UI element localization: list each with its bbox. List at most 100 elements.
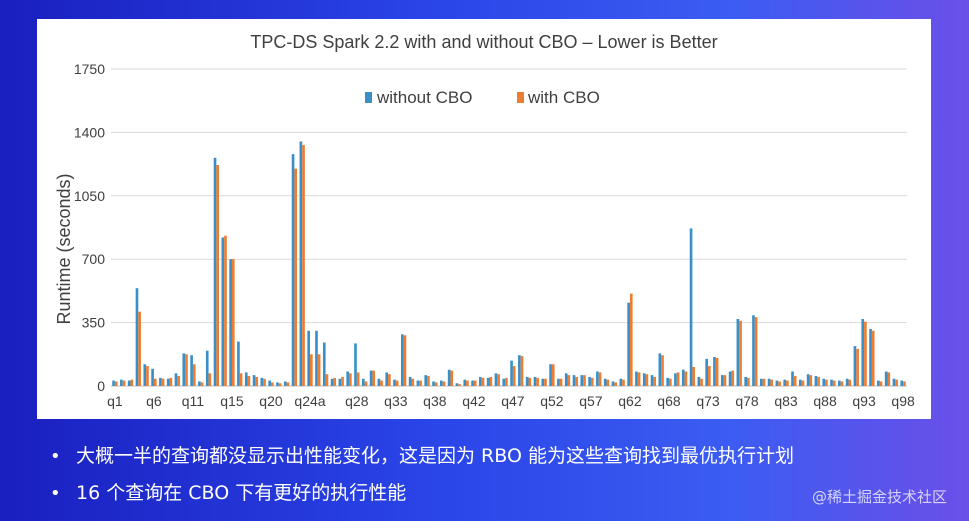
bar-without-cbo — [494, 373, 498, 386]
bar-without-cbo — [564, 373, 568, 386]
bar-with-cbo — [762, 378, 766, 386]
bar-without-cbo — [299, 141, 303, 386]
bar-without-cbo — [674, 373, 677, 386]
bar-with-cbo — [231, 259, 235, 386]
x-tick-label: q47 — [501, 393, 525, 409]
bar-without-cbo — [416, 380, 420, 386]
bar-without-cbo — [268, 380, 271, 386]
bar-without-cbo — [244, 372, 248, 386]
bar-without-cbo — [338, 378, 342, 386]
bar-with-cbo — [856, 348, 859, 386]
bar-with-cbo — [903, 381, 906, 386]
bar-without-cbo — [549, 364, 552, 386]
bar-with-cbo — [848, 379, 852, 386]
x-tick-label: q33 — [384, 393, 408, 409]
bar-with-cbo — [489, 376, 493, 386]
legend-label-with-cbo: with CBO — [527, 88, 600, 107]
bar-without-cbo — [463, 379, 467, 386]
bar-without-cbo — [533, 376, 537, 386]
watermark-text: @稀土掘金技术社区 — [811, 488, 947, 506]
bar-without-cbo — [861, 318, 865, 386]
bar-with-cbo — [325, 374, 329, 386]
bar-with-cbo — [583, 375, 586, 386]
bar-with-cbo — [676, 372, 680, 386]
bar-with-cbo — [536, 377, 539, 386]
bar-with-cbo — [754, 317, 758, 386]
bar-with-cbo — [341, 376, 344, 386]
bar-without-cbo — [143, 364, 147, 386]
bar-without-cbo — [596, 371, 599, 386]
bar-without-cbo — [198, 381, 201, 386]
bar-without-cbo — [408, 376, 412, 386]
bar-without-cbo — [479, 376, 482, 386]
bar-with-cbo — [512, 366, 516, 386]
bar-with-cbo — [403, 335, 407, 386]
bar-without-cbo — [315, 330, 318, 386]
bar-without-cbo — [619, 378, 623, 386]
bar-with-cbo — [458, 384, 461, 386]
bar-with-cbo — [185, 354, 188, 386]
y-tick-label: 1750 — [74, 61, 105, 77]
legend-label-without-cbo: without CBO — [376, 88, 472, 107]
bar-without-cbo — [377, 378, 381, 386]
bar-without-cbo — [884, 371, 888, 386]
bar-without-cbo — [557, 378, 560, 386]
bar-without-cbo — [518, 355, 521, 386]
bar-without-cbo — [400, 334, 404, 386]
bar-with-cbo — [146, 366, 149, 386]
bar-without-cbo — [205, 350, 209, 386]
bar-with-cbo — [520, 356, 524, 386]
bar-with-cbo — [388, 374, 391, 386]
bar-without-cbo — [580, 375, 584, 386]
bar-without-cbo — [822, 378, 826, 386]
bar-without-cbo — [728, 371, 732, 386]
bar-without-cbo — [877, 380, 880, 386]
bar-with-cbo — [372, 370, 376, 386]
bullet-item: • 大概一半的查询都没显示出性能变化，这是因为 RBO 能为这些查询找到最优执行… — [48, 438, 948, 475]
bar-without-cbo — [190, 355, 193, 386]
bar-with-cbo — [169, 377, 173, 386]
bar-with-cbo — [544, 378, 547, 386]
bar-with-cbo — [637, 372, 641, 386]
bar-without-cbo — [791, 371, 794, 386]
bar-with-cbo — [708, 366, 711, 386]
bar-without-cbo — [440, 380, 443, 386]
bar-with-cbo — [692, 366, 696, 386]
bar-without-cbo — [330, 378, 334, 386]
bar-with-cbo — [871, 330, 875, 386]
bar-without-cbo — [346, 371, 350, 386]
x-tick-label: q83 — [774, 393, 798, 409]
bar-without-cbo — [853, 346, 857, 386]
bar-without-cbo — [650, 375, 654, 386]
bar-without-cbo — [424, 375, 428, 386]
y-tick-label: 1050 — [74, 188, 105, 204]
bar-with-cbo — [239, 373, 243, 386]
bar-with-cbo — [434, 382, 438, 386]
bar-without-cbo — [112, 380, 115, 386]
bullet-marker: • — [50, 483, 61, 504]
bar-without-cbo — [838, 380, 841, 386]
bar-with-cbo — [559, 378, 563, 386]
bar-with-cbo — [801, 380, 805, 386]
bar-without-cbo — [635, 371, 638, 386]
bar-with-cbo — [380, 380, 383, 386]
bar-without-cbo — [252, 375, 256, 386]
chart-card: 0 350 700 1050 1400 1750 q1 q6 q11 q15 q20 q24a q28 q… — [37, 19, 931, 419]
bar-without-cbo — [541, 378, 545, 386]
bar-with-cbo — [333, 377, 337, 386]
bar-with-cbo — [715, 357, 719, 386]
bar-with-cbo — [809, 375, 813, 386]
bullet-list: • 大概一半的查询都没显示出性能变化，这是因为 RBO 能为这些查询找到最优执行… — [48, 438, 948, 512]
x-tick-label: q88 — [813, 393, 837, 409]
bar-without-cbo — [783, 379, 787, 386]
bar-with-cbo — [349, 373, 352, 386]
bar-without-cbo — [588, 376, 591, 386]
bar-with-cbo — [786, 380, 789, 386]
bar-without-cbo — [283, 381, 287, 386]
bar-without-cbo — [361, 378, 365, 386]
bar-with-cbo — [177, 376, 180, 386]
bar-with-cbo — [895, 379, 898, 386]
bar-with-cbo — [528, 377, 532, 386]
bar-without-cbo — [229, 259, 232, 386]
x-tick-label: q73 — [696, 393, 720, 409]
